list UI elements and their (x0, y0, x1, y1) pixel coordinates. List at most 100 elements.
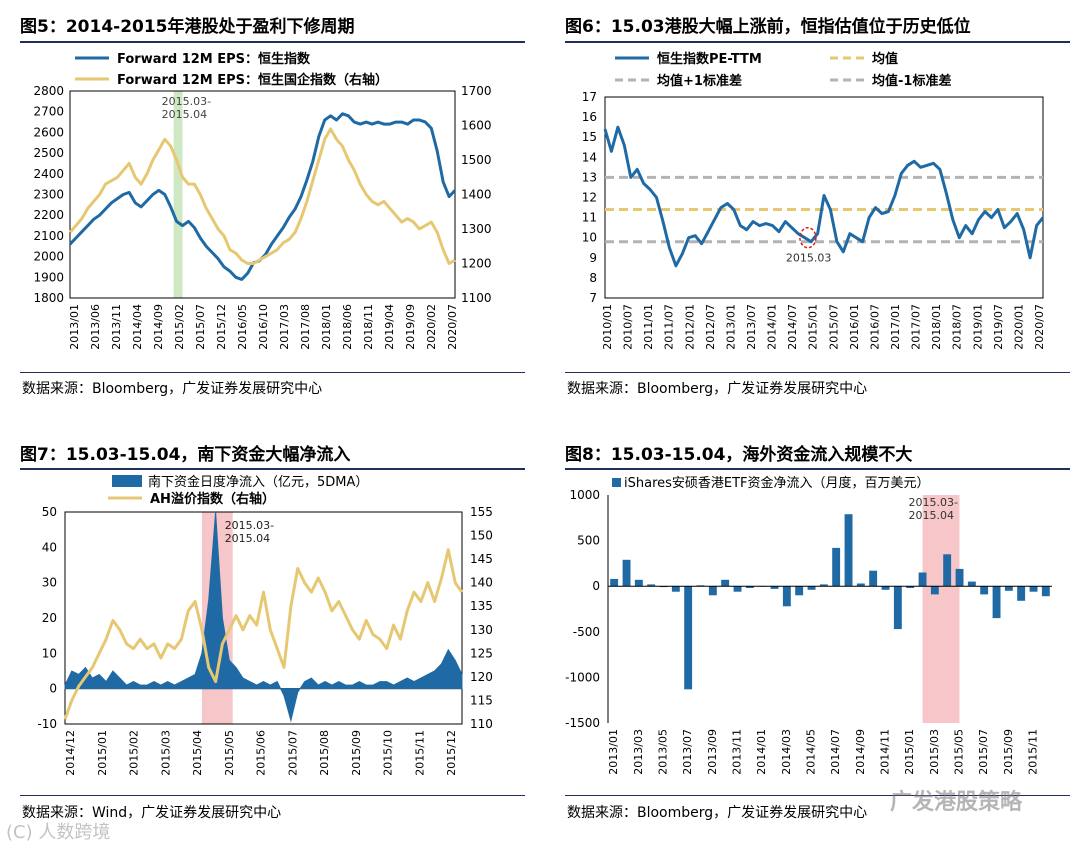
fig8-bar (980, 586, 989, 595)
fig5-ytick-left: 2300 (33, 188, 64, 202)
fig6-xtick: 2015/07 (827, 304, 840, 350)
fig8-bar (647, 584, 656, 587)
fig8-legend-label: iShares安硕香港ETF资金净流入（月度，百万美元） (624, 475, 930, 491)
fig8-xtick: 2013/01 (607, 729, 620, 775)
fig6-xtick: 2011/07 (663, 304, 676, 350)
fig5-xtick: 2018/01 (320, 304, 333, 350)
fig8-bar (992, 586, 1001, 619)
fig7-xtick: 2015/06 (255, 730, 268, 776)
fig6-xtick: 2012/01 (683, 304, 696, 350)
fig5-ytick-left: 2800 (33, 84, 64, 98)
fig7-series-southbound-area (64, 511, 463, 723)
fig6-xtick: 2011/01 (642, 304, 655, 350)
fig5-xtick: 2020/02 (425, 304, 438, 350)
fig8-source-rule (565, 795, 1070, 796)
fig8-bar (955, 568, 964, 587)
fig8-xtick: 2013/11 (731, 729, 744, 775)
fig8-xtick: 2014/05 (805, 729, 818, 775)
fig6-xtick: 2016/01 (848, 304, 861, 350)
fig8-bar (807, 586, 816, 590)
fig7-ytick-left: 30 (42, 576, 57, 590)
fig8-bar (795, 586, 804, 596)
fig8-ytick: -1000 (565, 670, 600, 684)
fig5-xtick: 2020/07 (446, 304, 459, 350)
fig5-ytick-right: 1200 (461, 257, 492, 271)
fig8-legend-swatch (612, 478, 621, 487)
fig7-ytick-left: 40 (42, 540, 57, 554)
fig7-ytick-right: 110 (470, 717, 493, 731)
fig6-2015-03-label: 2015.03 (786, 252, 832, 265)
fig5-xtick: 2014/09 (152, 304, 165, 350)
fig5-legend-hsi-label: Forward 12M EPS：恒生指数 (117, 51, 311, 67)
fig6-xtick: 2017/07 (910, 304, 923, 350)
fig8-bar (1041, 586, 1050, 597)
fig6-xtick: 2017/01 (889, 304, 902, 350)
fig6-ytick: 8 (589, 271, 597, 285)
fig6-title: 图6：15.03港股大幅上涨前，恒指估值位于历史低位 (565, 17, 971, 37)
fig8-bar (832, 547, 841, 587)
watermark-left: (C) 人数跨境 (6, 822, 111, 843)
fig6-2015-03-marker (799, 226, 817, 249)
fig6-xtick: 2010/01 (601, 304, 614, 350)
fig5-ytick-left: 2000 (33, 250, 64, 264)
fig5-ytick-right: 1500 (461, 153, 492, 167)
fig8-bar (819, 584, 828, 587)
fig6-xtick: 2020/01 (1012, 304, 1025, 350)
fig8-bar (610, 578, 619, 587)
fig8-bar (1017, 586, 1026, 601)
fig5-source: 数据来源：Bloomberg，广发证券发展研究中心 (22, 381, 323, 397)
fig7-legend-southbound-swatch (112, 475, 142, 487)
fig5-xtick: 2018/11 (362, 304, 375, 350)
fig5-highlight-band (173, 91, 183, 298)
fig5-legend-hscei-label: Forward 12M EPS：恒生国企指数（右轴） (117, 72, 388, 88)
fig8-xtick: 2015/11 (1027, 729, 1040, 775)
fig8-bar (1004, 586, 1013, 591)
fig6-plot-frame (604, 96, 1044, 299)
fig7-ytick-right: 125 (470, 646, 493, 660)
fig8-highlight-label: 2015.03-2015.04 (909, 496, 958, 522)
fig6-title-rule (565, 41, 1070, 43)
fig7-title: 图7：15.03-15.04，南下资金大幅净流入 (20, 445, 351, 465)
fig8-xtick: 2014/09 (854, 729, 867, 775)
fig6-ytick: 16 (582, 110, 597, 124)
fig5-title: 图5：2014-2015年港股处于盈利下修周期 (20, 17, 355, 37)
fig7-ytick-left: 20 (42, 611, 57, 625)
fig5-xtick: 2015/12 (215, 304, 228, 350)
fig5-ytick-right: 1400 (461, 188, 492, 202)
fig5-ytick-right: 1300 (461, 222, 492, 236)
fig6-ytick: 12 (582, 191, 597, 205)
fig5-xtick: 2015/02 (173, 304, 186, 350)
fig6-xtick: 2018/01 (930, 304, 943, 350)
fig8-bar (622, 559, 631, 587)
fig6-panel: 图6：15.03港股大幅上涨前，恒指估值位于历史低位 7 8 9 10 11 12 13 14… (540, 0, 1080, 420)
fig5-title-rule (20, 41, 525, 43)
fig7-source: 数据来源：Wind，广发证券发展研究中心 (22, 805, 282, 821)
fig7-xtick: 2015/05 (223, 730, 236, 776)
fig8-bar (967, 581, 976, 587)
fig8-ytick: 1000 (569, 488, 600, 502)
fig5-highlight-label: 2015.03-2015.04 (162, 95, 211, 121)
fig6-source-rule (565, 372, 1070, 373)
fig5-xtick: 2018/06 (341, 304, 354, 350)
fig5-xtick: 2016/05 (236, 304, 249, 350)
fig5-xtick: 2013/01 (68, 304, 81, 350)
fig7-xtick: 2014/12 (64, 730, 77, 776)
fig8-panel: 图8：15.03-15.04，海外资金流入规模不大 -1500 -1000 -500… (540, 424, 1080, 844)
fig5-xtick: 2017/03 (278, 304, 291, 350)
fig8-ytick: 500 (577, 534, 600, 548)
fig7-xtick: 2015/10 (382, 730, 395, 776)
fig5-ytick-left: 2700 (33, 105, 64, 119)
fig8-chart: -1500 -1000 -500 0 500 1000 2013/01 2013/03 2013… (565, 475, 1052, 775)
fig8-ytick: -500 (573, 625, 600, 639)
fig8-xtick: 2014/01 (755, 729, 768, 775)
fig7-panel: 图7：15.03-15.04，南下资金大幅净流入 -10 0 10 20 30 40 50 1… (0, 424, 540, 844)
fig8-xtick: 2013/09 (706, 729, 719, 775)
fig7-chart: -10 0 10 20 30 40 50 110 115 120 125 130 135 140 145 15… (37, 474, 493, 776)
fig6-xtick: 2014/01 (766, 304, 779, 350)
fig8-bar (1029, 586, 1038, 592)
fig5-ytick-left: 2400 (33, 167, 64, 181)
fig5-ytick-left: 1900 (33, 270, 64, 284)
fig6-ytick: 9 (589, 251, 597, 265)
fig5-xtick: 2017/08 (299, 304, 312, 350)
fig7-xtick: 2015/08 (318, 730, 331, 776)
